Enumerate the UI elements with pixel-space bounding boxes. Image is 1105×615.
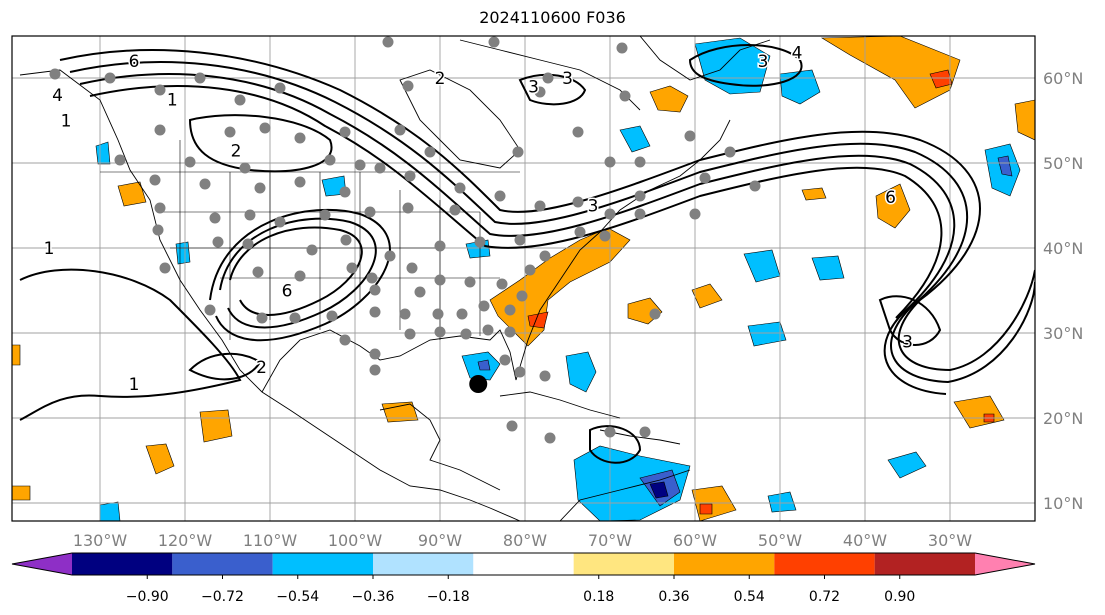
contour-labels: 6 1 2 1 4 2 1 1 6 3 6 3 3 4 3 3 2: [42, 42, 914, 397]
colorbar-segment-6: [674, 553, 775, 575]
storm-center-marker: [469, 375, 488, 393]
contour-label-1: 1: [167, 90, 178, 110]
lat-label-1: 50°N: [1043, 154, 1083, 173]
colorbar-segment-4: [473, 553, 574, 575]
colorbar-label-2: −0.54: [276, 589, 319, 605]
colorbar-segment-3: [373, 553, 474, 575]
lon-label-10: 30°W: [928, 531, 972, 550]
colorbar-segment-7: [774, 553, 875, 575]
lat-label-5: 10°N: [1043, 494, 1083, 513]
colorbar-label-4: −0.18: [427, 589, 470, 605]
contour-label-16: 2: [435, 69, 446, 89]
colorbar-label-5: 0.18: [583, 589, 614, 605]
contour-label-12: 3: [758, 52, 769, 72]
map-area: 6 1 2 1 4 2 1 1 6 3 6 3 3 4 3 3 2: [12, 36, 1035, 521]
colorbar-outline: [11, 552, 1036, 576]
map-title: 2024110600 F036: [479, 8, 626, 27]
colorbar-segment-1: [172, 553, 273, 575]
contour-label-8: 6: [282, 282, 293, 302]
contour-label-6: 1: [129, 375, 140, 395]
colorbar-label-7: 0.54: [734, 589, 765, 605]
contour-label-4: 4: [52, 86, 63, 106]
contour-label-11: 3: [902, 333, 913, 353]
map-frame: [11, 35, 1036, 522]
colorbar-segment-2: [272, 553, 373, 575]
lon-label-9: 40°W: [843, 531, 887, 550]
lat-label-0: 60°N: [1043, 69, 1083, 88]
latitude-labels: 60°N 50°N 40°N 30°N 20°N 10°N: [1043, 69, 1083, 513]
lon-label-7: 60°W: [673, 531, 717, 550]
lon-label-5: 80°W: [503, 531, 547, 550]
colorbar-label-8: 0.72: [809, 589, 840, 605]
colorbar-label-6: 0.36: [658, 589, 689, 605]
lat-label-4: 20°N: [1043, 409, 1083, 428]
lon-label-0: 130°W: [73, 531, 128, 550]
lon-label-8: 50°W: [758, 531, 802, 550]
colorbar-segment-5: [573, 553, 674, 575]
colorbar-label-3: −0.36: [352, 589, 395, 605]
lon-label-1: 120°W: [158, 531, 213, 550]
contour-label-9: 3: [588, 197, 599, 217]
contour-label-10: 6: [885, 188, 896, 208]
lon-label-4: 90°W: [418, 531, 462, 550]
lon-label-6: 70°W: [588, 531, 632, 550]
contour-label-2: 2: [231, 141, 242, 161]
lat-label-2: 40°N: [1043, 239, 1083, 258]
lon-label-2: 110°W: [243, 531, 298, 550]
contour-label-5: 2: [256, 358, 267, 378]
contour-label-3: 1: [61, 112, 72, 132]
contour-lines: [19, 44, 1035, 464]
contour-label-14: 3: [528, 78, 539, 98]
longitude-labels: 130°W 120°W 110°W 100°W 90°W 80°W 70°W 60°W 50°W…: [73, 531, 972, 550]
colorbar-segment-8: [874, 553, 975, 575]
colorbar-label-0: −0.90: [126, 589, 169, 605]
colorbar-extend-high: [975, 553, 1035, 575]
colorbar-segment-0: [72, 553, 173, 575]
colorbar-label-1: −0.72: [201, 589, 244, 605]
contour-label-13: 4: [792, 44, 803, 64]
shaded-fields: [12, 36, 1035, 521]
contour-label-0: 6: [129, 52, 140, 72]
colorbar-extend-low: [12, 553, 72, 575]
lat-label-3: 30°N: [1043, 324, 1083, 343]
colorbar-label-9: 0.90: [884, 589, 915, 605]
colorbar: −0.90 −0.72 −0.54 −0.36 −0.18 0.18 0.36 0.54 0.7…: [11, 552, 1036, 605]
lon-label-3: 100°W: [328, 531, 383, 550]
contour-label-15: 3: [562, 69, 573, 89]
station-markers: [49, 36, 761, 444]
contour-label-7: 1: [44, 239, 55, 259]
